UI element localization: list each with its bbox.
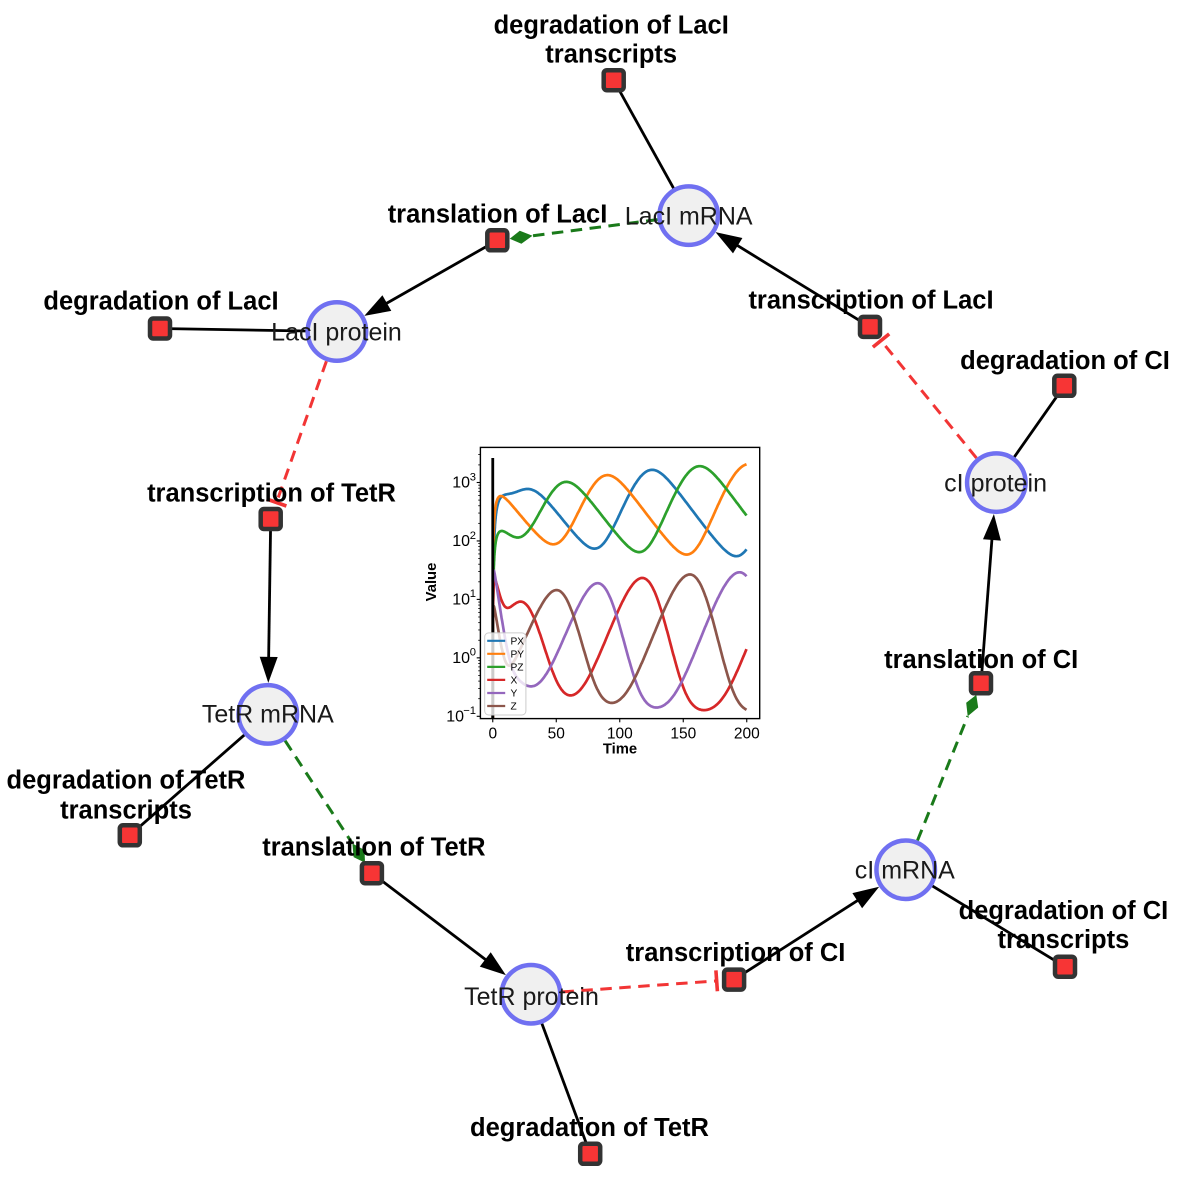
svg-text:LacI protein: LacI protein — [271, 318, 402, 346]
svg-text:transcripts: transcripts — [60, 796, 192, 824]
svg-text:translation of LacI: translation of LacI — [388, 201, 608, 229]
svg-text:Y: Y — [511, 689, 518, 700]
svg-text:transcription of LacI: transcription of LacI — [748, 286, 993, 314]
svg-text:transcripts: transcripts — [998, 926, 1130, 954]
svg-text:translation of TetR: translation of TetR — [262, 834, 485, 862]
svg-text:translation of CI: translation of CI — [884, 646, 1078, 674]
svg-text:10: 10 — [452, 475, 470, 492]
svg-text:10: 10 — [452, 592, 470, 609]
svg-text:0: 0 — [488, 726, 497, 743]
svg-text:3: 3 — [470, 471, 476, 483]
svg-text:degradation of TetR: degradation of TetR — [7, 767, 246, 795]
svg-text:−1: −1 — [463, 705, 476, 717]
svg-text:transcripts: transcripts — [545, 40, 677, 68]
svg-text:PY: PY — [511, 649, 525, 660]
svg-text:150: 150 — [670, 726, 696, 743]
svg-text:10: 10 — [452, 650, 470, 667]
svg-text:degradation of TetR: degradation of TetR — [470, 1114, 709, 1142]
svg-text:cI protein: cI protein — [944, 470, 1047, 498]
svg-text:degradation of CI: degradation of CI — [959, 897, 1169, 925]
svg-text:0: 0 — [470, 647, 476, 659]
svg-text:transcription of TetR: transcription of TetR — [147, 480, 396, 508]
svg-text:LacI mRNA: LacI mRNA — [625, 202, 753, 230]
svg-text:PX: PX — [511, 636, 525, 647]
svg-text:TetR protein: TetR protein — [464, 983, 599, 1011]
svg-text:degradation of LacI: degradation of LacI — [43, 287, 278, 315]
svg-text:2: 2 — [470, 530, 476, 542]
svg-text:200: 200 — [734, 726, 760, 743]
svg-text:X: X — [511, 676, 518, 687]
svg-text:100: 100 — [607, 726, 633, 743]
svg-text:PZ: PZ — [511, 663, 524, 674]
svg-text:transcription of CI: transcription of CI — [626, 939, 846, 967]
svg-text:Z: Z — [511, 702, 517, 713]
svg-text:Value: Value — [424, 563, 440, 602]
svg-text:degradation of CI: degradation of CI — [960, 347, 1170, 375]
svg-text:Time: Time — [603, 742, 637, 758]
svg-text:10: 10 — [452, 533, 470, 550]
svg-text:cI mRNA: cI mRNA — [855, 856, 955, 884]
svg-text:50: 50 — [548, 726, 566, 743]
svg-text:10: 10 — [446, 709, 464, 726]
svg-text:degradation of LacI: degradation of LacI — [494, 11, 729, 39]
svg-text:TetR mRNA: TetR mRNA — [202, 701, 334, 729]
svg-text:1: 1 — [470, 588, 476, 600]
